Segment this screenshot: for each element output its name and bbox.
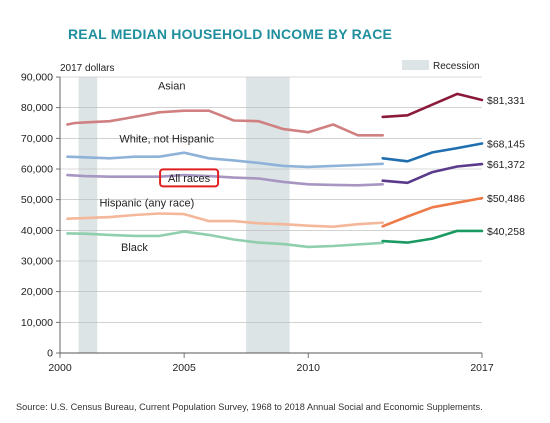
series-label-white-not-hispanic: White, not Hispanic [119, 133, 214, 145]
y-tick-label: 0 [47, 348, 53, 360]
end-value-label-black: $40,258 [487, 226, 525, 238]
series-line-white-not-hispanic-old [66, 151, 385, 169]
series-lines [66, 92, 484, 249]
series-line-white-not-hispanic-new [381, 142, 484, 163]
series-label-black: Black [121, 242, 148, 254]
series-labels: Asian $81,331 White, not Hispanic $68,145 Al… [99, 80, 525, 254]
y-tick-label: 10,000 [21, 317, 53, 329]
legend: Recession [402, 60, 480, 72]
series-line-hispanic-any-race-old [66, 212, 385, 228]
legend-label-recession: Recession [433, 61, 480, 72]
series-line-all-races-new [381, 162, 484, 185]
y-tick-label: 70,000 [21, 133, 53, 145]
y-tick-label: 40,000 [21, 225, 53, 237]
series-line-asian-old [66, 109, 385, 137]
x-tick-label: 2017 [470, 362, 494, 374]
y-axis-label: 2017 dollars [60, 63, 114, 74]
axes: 0 10,000 20,000 30,000 40,000 50,000 60,000 70,… [21, 72, 494, 375]
series-line-black-old [66, 230, 385, 249]
y-tick-label: 50,000 [21, 194, 53, 206]
end-value-label-hispanic-any-race: $50,486 [487, 193, 525, 205]
recession-band [246, 77, 290, 353]
y-tick-label: 90,000 [21, 72, 53, 84]
x-tick-label: 2005 [172, 362, 196, 374]
series-label-asian: Asian [158, 80, 186, 92]
series-line-black-new [381, 229, 484, 244]
legend-swatch-recession [402, 60, 429, 70]
chart-title: REAL MEDIAN HOUSEHOLD INCOME BY RACE [68, 26, 393, 42]
y-tick-label: 80,000 [21, 102, 53, 114]
series-line-hispanic-any-race-new [381, 196, 484, 228]
recession-band [78, 77, 98, 353]
source-note: Source: U.S. Census Bureau, Current Popu… [16, 402, 483, 412]
series-label-all-races: All races [168, 173, 211, 185]
y-tick-label: 60,000 [21, 164, 53, 176]
x-tick-label: 2000 [48, 362, 72, 374]
end-value-label-white-not-hispanic: $68,145 [487, 139, 525, 151]
end-value-label-all-races: $61,372 [487, 159, 525, 171]
y-tick-label: 20,000 [21, 286, 53, 298]
end-value-label-asian: $81,331 [487, 95, 525, 107]
x-tick-label: 2010 [297, 362, 321, 374]
y-tick-label: 30,000 [21, 256, 53, 268]
gridlines [60, 76, 482, 323]
series-line-all-races-old [66, 173, 385, 187]
highlight-box-all-races [159, 168, 220, 188]
series-label-hispanic-any-race: Hispanic (any race) [99, 198, 194, 210]
series-line-asian-new [381, 92, 484, 119]
